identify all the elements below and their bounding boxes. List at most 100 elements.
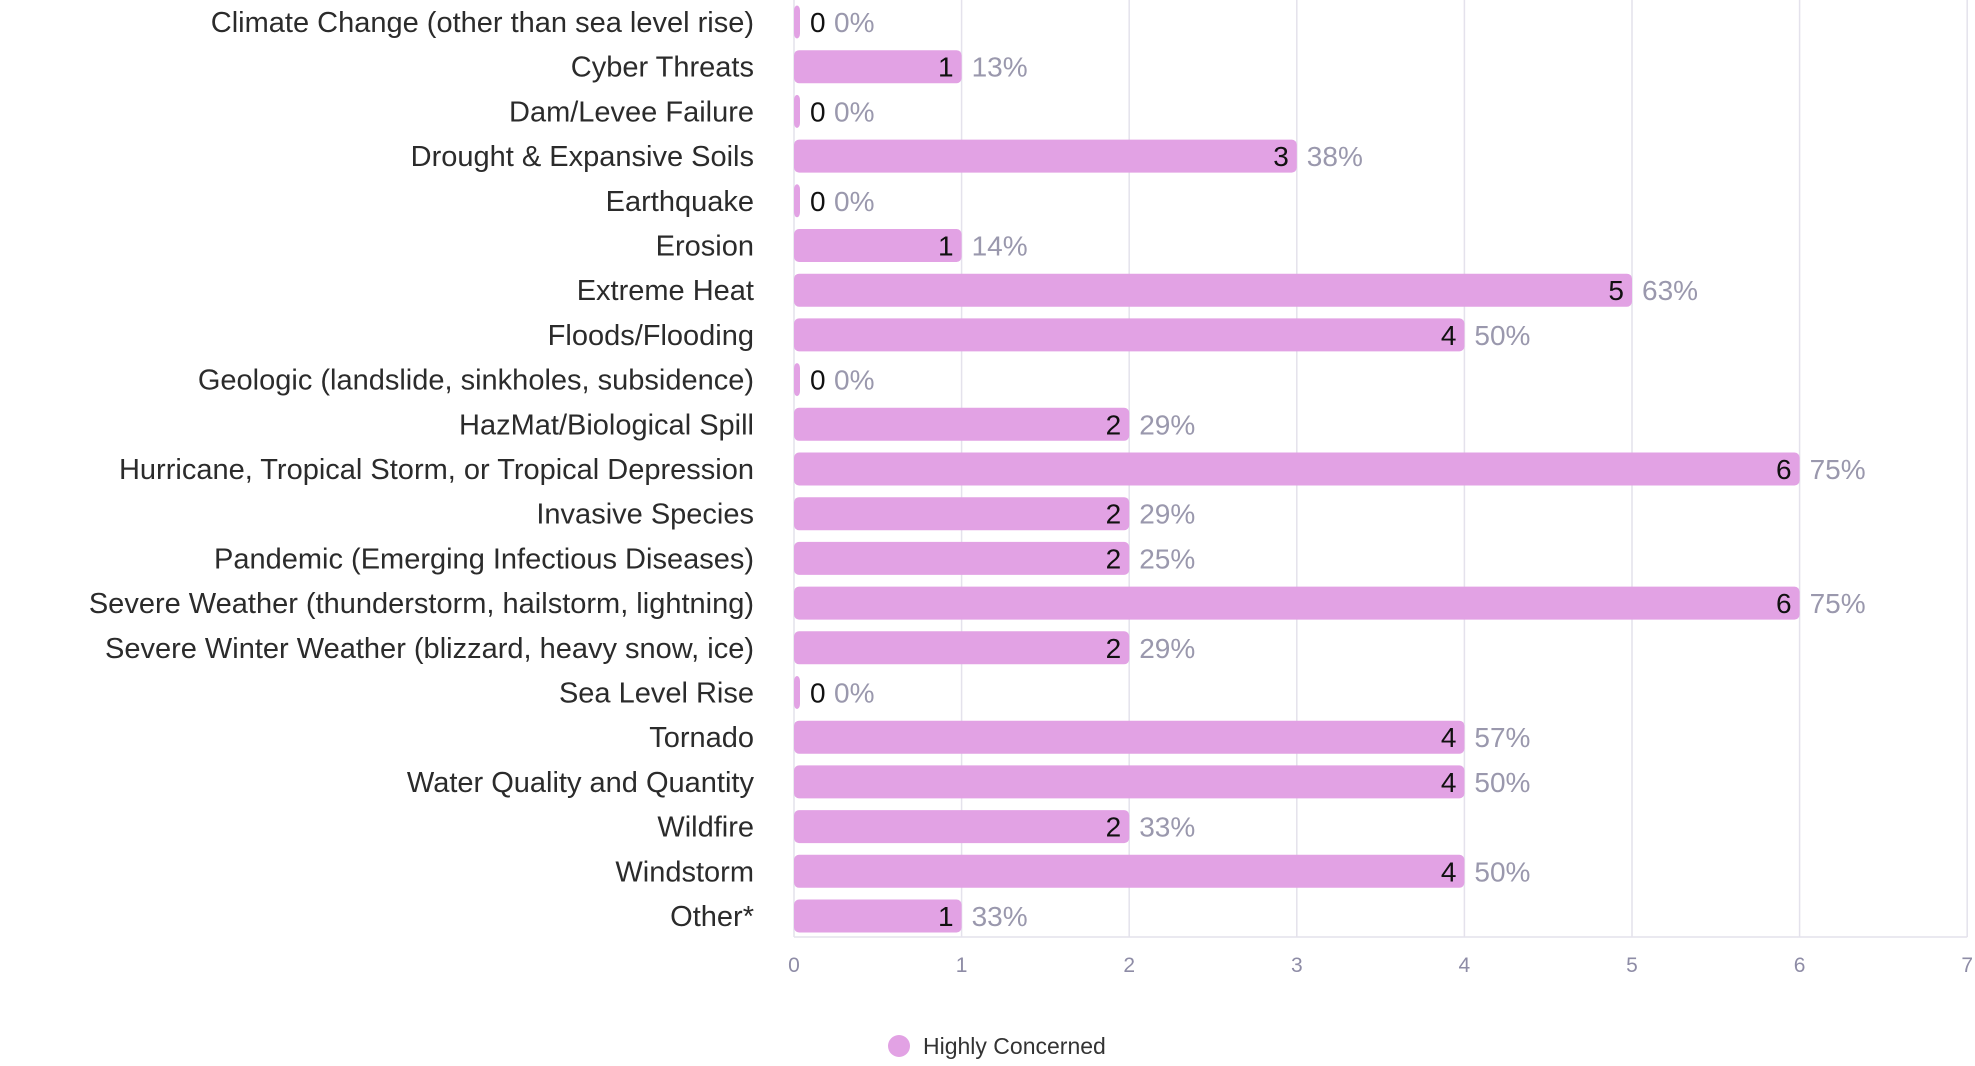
legend[interactable]: Highly Concerned <box>888 1033 1106 1059</box>
bar[interactable] <box>794 721 1464 754</box>
bar-percent-label: 29% <box>1139 499 1195 530</box>
bar[interactable] <box>794 497 1129 530</box>
bar-percent-label: 0% <box>834 365 874 396</box>
bar-value-label: 2 <box>1106 499 1122 530</box>
bar[interactable] <box>794 408 1129 441</box>
bars: 0 0% 1 13% 0 0% 3 38% 0 0% 1 14% 5 63% 4 50% 0 0% 2 29% 6 75%… <box>794 6 1866 933</box>
category-label: Erosion <box>656 231 754 263</box>
x-tick-label: 1 <box>956 954 968 977</box>
bar-percent-label: 14% <box>972 231 1028 262</box>
bar-percent-label: 0% <box>834 7 874 38</box>
bar[interactable] <box>794 587 1800 620</box>
bar[interactable] <box>794 6 800 39</box>
bar-value-label: 0 <box>810 186 826 217</box>
category-label: Earthquake <box>606 186 754 218</box>
category-label: Wildfire <box>657 812 754 844</box>
bar-value-label: 4 <box>1441 856 1457 887</box>
bar-percent-label: 50% <box>1474 320 1530 351</box>
x-tick-label: 5 <box>1626 954 1638 977</box>
bar[interactable] <box>794 900 962 933</box>
category-label: Geologic (landslide, sinkholes, subsiden… <box>198 365 754 397</box>
bar-value-label: 2 <box>1106 633 1122 664</box>
x-tick-label: 2 <box>1123 954 1135 977</box>
category-label: Pandemic (Emerging Infectious Diseases) <box>214 543 754 575</box>
x-axis-ticks: 0 1 2 3 4 5 6 7 <box>788 954 1973 977</box>
legend-label[interactable]: Highly Concerned <box>923 1033 1106 1059</box>
bar[interactable] <box>794 318 1464 351</box>
bar[interactable] <box>794 274 1632 307</box>
bar[interactable] <box>794 810 1129 843</box>
bar-value-label: 6 <box>1776 588 1792 619</box>
category-label: Severe Weather (thunderstorm, hailstorm,… <box>89 588 754 620</box>
category-label: Cyber Threats <box>571 52 754 84</box>
bar-value-label: 2 <box>1106 812 1122 843</box>
bar-value-label: 1 <box>938 52 954 83</box>
category-label: Windstorm <box>615 856 754 888</box>
bar-value-label: 4 <box>1441 722 1457 753</box>
x-tick-label: 3 <box>1291 954 1303 977</box>
bar[interactable] <box>794 453 1800 486</box>
category-label: Climate Change (other than sea level ris… <box>211 7 754 39</box>
category-labels: Climate Change (other than sea level ris… <box>89 7 755 933</box>
bar-value-label: 3 <box>1273 141 1289 172</box>
bar-value-label: 0 <box>810 7 826 38</box>
bar-value-label: 4 <box>1441 767 1457 798</box>
bar-percent-label: 50% <box>1474 856 1530 887</box>
bar-percent-label: 33% <box>972 901 1028 932</box>
category-label: Floods/Flooding <box>548 320 754 352</box>
category-label: HazMat/Biological Spill <box>459 409 754 441</box>
x-tick-label: 0 <box>788 954 800 977</box>
x-tick-label: 7 <box>1961 954 1973 977</box>
bar-value-label: 2 <box>1106 543 1122 574</box>
bar-value-label: 2 <box>1106 409 1122 440</box>
x-tick-label: 6 <box>1794 954 1806 977</box>
bar-percent-label: 29% <box>1139 409 1195 440</box>
category-label: Water Quality and Quantity <box>407 767 755 799</box>
bar-percent-label: 25% <box>1139 543 1195 574</box>
bar-value-label: 0 <box>810 96 826 127</box>
category-label: Hurricane, Tropical Storm, or Tropical D… <box>119 454 754 486</box>
bar-percent-label: 50% <box>1474 767 1530 798</box>
bar-percent-label: 13% <box>972 52 1028 83</box>
category-label: Extreme Heat <box>577 275 754 307</box>
bar-percent-label: 75% <box>1810 588 1866 619</box>
bar-percent-label: 57% <box>1474 722 1530 753</box>
bar[interactable] <box>794 95 800 128</box>
bar-value-label: 0 <box>810 365 826 396</box>
bar[interactable] <box>794 542 1129 575</box>
bar-value-label: 4 <box>1441 320 1457 351</box>
category-label: Drought & Expansive Soils <box>411 141 754 173</box>
bar-value-label: 6 <box>1776 454 1792 485</box>
bar-value-label: 0 <box>810 678 826 709</box>
bar[interactable] <box>794 229 962 262</box>
category-label: Severe Winter Weather (blizzard, heavy s… <box>105 633 754 665</box>
x-tick-label: 4 <box>1459 954 1471 977</box>
bar[interactable] <box>794 140 1297 173</box>
category-label: Sea Level Rise <box>559 678 754 710</box>
bar[interactable] <box>794 363 800 396</box>
bar-percent-label: 0% <box>834 678 874 709</box>
bar[interactable] <box>794 50 962 83</box>
bar[interactable] <box>794 855 1464 888</box>
bar-percent-label: 63% <box>1642 275 1698 306</box>
bar-percent-label: 75% <box>1810 454 1866 485</box>
category-label: Dam/Levee Failure <box>509 96 754 128</box>
bar-percent-label: 29% <box>1139 633 1195 664</box>
bar[interactable] <box>794 765 1464 798</box>
category-label: Other* <box>670 901 754 933</box>
category-label: Tornado <box>649 722 754 754</box>
bar[interactable] <box>794 184 800 217</box>
bar-value-label: 1 <box>938 231 954 262</box>
bar-percent-label: 0% <box>834 96 874 127</box>
category-label: Invasive Species <box>536 499 754 531</box>
bar-percent-label: 0% <box>834 186 874 217</box>
bar-value-label: 5 <box>1608 275 1624 306</box>
bar-value-label: 1 <box>938 901 954 932</box>
bar[interactable] <box>794 631 1129 664</box>
bar[interactable] <box>794 676 800 709</box>
bar-percent-label: 33% <box>1139 812 1195 843</box>
legend-swatch[interactable] <box>888 1035 910 1057</box>
bar-percent-label: 38% <box>1307 141 1363 172</box>
